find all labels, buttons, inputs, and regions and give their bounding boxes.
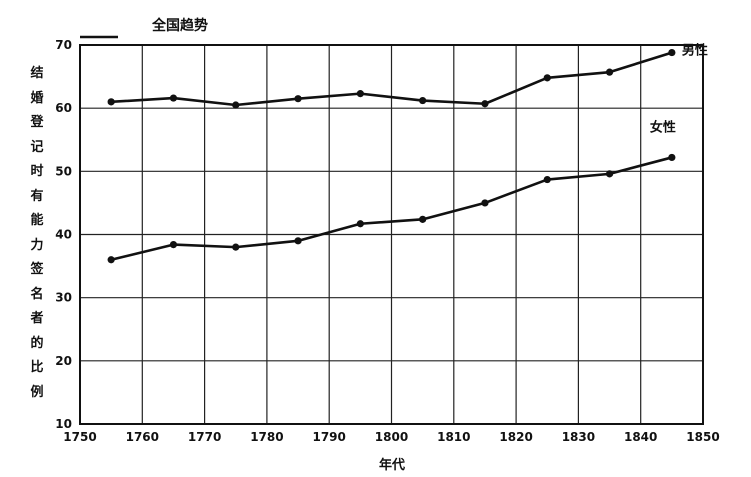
- x-tick-label: 1750: [63, 430, 96, 444]
- x-tick-label: 1850: [686, 430, 719, 444]
- data-point: [107, 256, 115, 264]
- series-label: 男性: [682, 43, 708, 59]
- series-label: 女性: [650, 119, 676, 135]
- series-line: [110, 156, 673, 262]
- x-axis-ticks: 1750 1760 1770 1780 1790 1800 1810 1820 1830 1840…: [63, 430, 719, 444]
- data-point: [169, 241, 178, 249]
- data-point: [668, 48, 676, 57]
- y-axis-title-char: 结: [30, 66, 44, 81]
- data-point: [481, 199, 489, 207]
- x-axis-title: 年代: [379, 457, 405, 473]
- y-axis-ticks: 10 20 30 40 50 60 70: [55, 38, 72, 431]
- x-tick-label: 1780: [250, 430, 283, 444]
- data-point: [419, 215, 427, 223]
- data-point: [419, 96, 427, 105]
- data-point: [481, 100, 489, 108]
- x-tick-label: 1840: [624, 430, 657, 444]
- y-axis-title-char: 例: [30, 384, 44, 400]
- y-tick-label: 60: [55, 101, 72, 115]
- x-tick-label: 1810: [437, 430, 470, 444]
- x-tick-label: 1830: [562, 430, 595, 444]
- data-point: [232, 101, 240, 109]
- x-tick-label: 1800: [375, 430, 408, 444]
- x-tick-label: 1790: [312, 430, 345, 444]
- x-tick-label: 1820: [499, 430, 532, 444]
- series-lines: [107, 48, 676, 264]
- y-axis-title-char: 名: [30, 286, 44, 302]
- data-point: [232, 243, 240, 251]
- y-axis-title-char: 有: [30, 188, 44, 204]
- y-axis-title-char: 的: [30, 335, 44, 351]
- y-tick-label: 10: [55, 417, 72, 431]
- y-axis-title-char: 登: [30, 115, 44, 130]
- data-point: [605, 170, 614, 178]
- x-tick-label: 1770: [188, 430, 221, 444]
- y-axis-title-char: 时: [30, 164, 44, 179]
- y-tick-label: 50: [55, 164, 72, 178]
- data-point: [543, 74, 551, 82]
- y-tick-label: 30: [55, 291, 72, 305]
- y-axis-title-char: 签: [30, 262, 44, 277]
- y-axis-title-char: 者: [30, 311, 44, 326]
- x-tick-label: 1760: [126, 430, 159, 444]
- data-point: [169, 94, 178, 102]
- data-point: [356, 90, 364, 98]
- y-tick-label: 40: [55, 228, 72, 242]
- y-tick-label: 20: [55, 354, 72, 368]
- data-point: [543, 175, 551, 184]
- y-axis-title-char: 力: [30, 237, 44, 253]
- data-point: [356, 220, 364, 228]
- data-point: [294, 237, 302, 245]
- y-axis-title-char: 婚: [30, 90, 44, 106]
- grid: [80, 45, 703, 424]
- data-point: [668, 153, 676, 162]
- data-point: [107, 98, 115, 106]
- data-point: [294, 95, 302, 103]
- data-point: [605, 68, 614, 76]
- y-axis-title-char: 能: [30, 213, 44, 228]
- y-axis-title-char: 记: [30, 139, 44, 155]
- y-axis-title-char: 比: [30, 360, 44, 375]
- legend-label: 全国趋势: [151, 17, 208, 34]
- y-tick-label: 70: [55, 38, 72, 52]
- series-line: [111, 51, 673, 107]
- plot-frame: [79, 44, 704, 425]
